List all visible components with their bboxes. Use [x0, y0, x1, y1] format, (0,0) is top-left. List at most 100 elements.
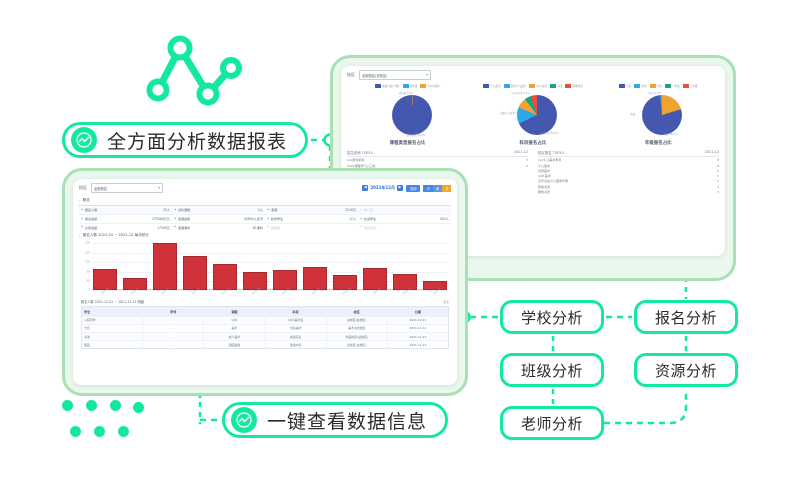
bullet-icon: • [267, 206, 270, 212]
table-cell: 素描水彩 [266, 341, 327, 349]
legend-item[interactable]: 常规小班(人数) [374, 84, 400, 88]
y-tick-label: 120 [85, 260, 90, 264]
region-select-value: 全部校区 [94, 186, 108, 191]
bullet-icon: • [267, 215, 270, 221]
legend-label: 大班 [656, 85, 662, 88]
list-item[interactable]: 少儿美术 8 [538, 162, 719, 168]
tag-label: 学校分析 [520, 308, 583, 327]
table-cell: 书法 [82, 332, 144, 341]
legend-item[interactable]: 少儿美术 [483, 84, 501, 88]
tag-teacher-analysis[interactable]: 老师分析 [500, 406, 604, 440]
table-more-link[interactable]: 更多 [443, 299, 449, 304]
rank-name: 2021课程学习入口处 [347, 163, 376, 168]
legend-item[interactable]: 一年级 [664, 84, 680, 88]
pie-chart[interactable] [642, 95, 683, 135]
tag-enrollment-analysis[interactable]: 报名分析 [634, 300, 738, 334]
bar[interactable] [363, 268, 387, 291]
table-cell: 美术书法校区 [327, 324, 388, 332]
table-row[interactable]: 国画 -- 国画素描 素描水彩 总校区(总校区) 2021-12-12 [82, 340, 448, 349]
bar[interactable] [423, 280, 447, 291]
pie-callout-top: 大班 20.3% [647, 92, 662, 95]
pie-chart[interactable] [391, 95, 432, 135]
legend-item[interactable]: 中班 [634, 84, 647, 88]
list-item[interactable]: 软笔书法 4 [538, 183, 719, 189]
stat-value: 403人 [440, 217, 449, 222]
stat-cell[interactable]: • 退课金额 40654人民币 [172, 215, 265, 223]
bullet-icon: • [174, 215, 177, 221]
bar[interactable] [213, 263, 237, 291]
granularity-toggle[interactable]: 日 周 月 [423, 184, 451, 192]
table-cell: 成人美术 [204, 332, 266, 341]
legend-item[interactable]: 1对1美术 [529, 84, 547, 88]
list-item[interactable]: 2021课程学习入口处 2 [347, 162, 528, 168]
legend-item[interactable]: 书法 [550, 84, 562, 88]
activity-badge-icon [71, 127, 97, 153]
list-item[interactable]: 1对1美术 5 [538, 173, 719, 178]
stat-cell[interactable]: • 欠费金额 17540元 [79, 224, 172, 232]
bar[interactable] [273, 269, 297, 291]
stat-cell[interactable]: • 流失学生 -- [358, 224, 451, 232]
stat-cell[interactable]: • 试听课数 2人 [172, 206, 265, 214]
stat-cell[interactable]: • 报名人数 33人 [79, 206, 172, 214]
granularity-day[interactable]: 日 [423, 184, 433, 192]
granularity-week[interactable]: 周 [432, 184, 442, 192]
bar-chart[interactable]: 0 40 80 120 160 200 2021-01 2021-02 2021-03 2021… [81, 241, 449, 297]
stat-cell[interactable]: • 报名金额 279464万元 [79, 215, 172, 223]
tag-resource-analysis[interactable]: 资源分析 [634, 353, 738, 387]
legend-item[interactable]: 创意少儿美术 [503, 84, 526, 88]
table-row[interactable]: 七月 -- 美术 创意美术 美术书法校区 2021-12-12 [82, 323, 448, 332]
bar[interactable] [243, 271, 267, 291]
search-button[interactable]: 查询 [406, 184, 421, 192]
bullet-icon: • [81, 224, 84, 230]
legend-item[interactable]: 软笔书法 [565, 84, 583, 88]
stat-cell[interactable]: • 在读学生 403人 [358, 215, 451, 223]
list-item[interactable]: xxx教育机构 3 [347, 157, 528, 162]
stat-cell[interactable]: • 退课课时 81课时 [172, 224, 265, 232]
list-item[interactable]: 汉字书法少儿国学手册 5 [538, 178, 719, 183]
table-row[interactable]: 书法 -- 成人美术 素描写生 书画校区(总校区) 2021-12-12 [82, 331, 448, 341]
prev-month-button[interactable]: ◀ [362, 185, 369, 191]
bar[interactable] [333, 274, 357, 291]
legend-item[interactable]: 大班 [649, 84, 662, 88]
list-item[interactable]: 硬笔书法 3 [538, 189, 719, 194]
stat-cell[interactable]: • 转介绍 -- [358, 206, 451, 214]
legend-item[interactable]: 二年级 [682, 84, 697, 88]
region-select[interactable]: 全部校区 ▾ [91, 183, 163, 193]
legend-item[interactable]: 小班 [619, 84, 631, 88]
ranking-period: 2021-12 [513, 150, 528, 154]
ranking-header: 招生老师 TOP10 2021-12 [347, 150, 528, 157]
bar[interactable] [393, 273, 417, 291]
next-month-button[interactable]: ▶ [397, 185, 404, 191]
bar[interactable] [93, 269, 117, 291]
stat-value: -- [353, 225, 356, 230]
legend-label: 少儿美术 [490, 85, 501, 88]
table-cell: 总校区(总校区) [327, 316, 388, 324]
legend-item[interactable]: 试听课 [402, 84, 417, 88]
list-item[interactable]: xxx少儿美术教育 8 [538, 157, 719, 162]
bar[interactable] [303, 266, 327, 291]
stats-row: • 报名人数 33人 • 试听课数 2人 • 退课 2216元 • 转介绍 -- [79, 205, 451, 214]
table-cell: -- [143, 341, 205, 349]
legend-item[interactable]: 1对1(课时) [420, 84, 440, 88]
table-row[interactable]: 小莉同学 -- 1对1 1对1美术班 总校区(总校区) 2021-12-13 [82, 315, 448, 324]
bar[interactable] [183, 256, 207, 291]
stat-value: 17540元 [157, 225, 170, 230]
tag-school-analysis[interactable]: 学校分析 [500, 300, 604, 334]
tag-label: 报名分析 [654, 308, 717, 327]
region-select[interactable]: 全部校区(总校区) ▾ [359, 70, 431, 80]
callout-pill-full-analysis[interactable]: 全方面分析数据报表 [62, 122, 309, 158]
list-item[interactable]: 创意美术 6 [538, 168, 719, 173]
bar[interactable] [153, 243, 177, 291]
granularity-month[interactable]: 月 [441, 184, 451, 192]
pie-card-subject: 少儿美术 创意少儿美术 1对1美术 书法 软笔书法 1对1美术 4.1% 创意少… [470, 84, 595, 146]
stat-value: 2216元 [345, 208, 356, 213]
tag-class-analysis[interactable]: 班级分析 [500, 353, 604, 387]
bar[interactable] [123, 278, 147, 291]
column-header: 日期 [414, 309, 422, 314]
pie-chart[interactable] [516, 95, 557, 135]
callout-pill-one-click[interactable]: 一键查看数据信息 [222, 402, 449, 438]
stat-cell[interactable]: • 新增学生 17人 [265, 215, 358, 223]
stat-cell[interactable]: • 退课 2216元 [265, 206, 358, 214]
column-header: 课程 [204, 307, 266, 316]
stat-cell[interactable]: • 续费率 -- [265, 224, 358, 232]
